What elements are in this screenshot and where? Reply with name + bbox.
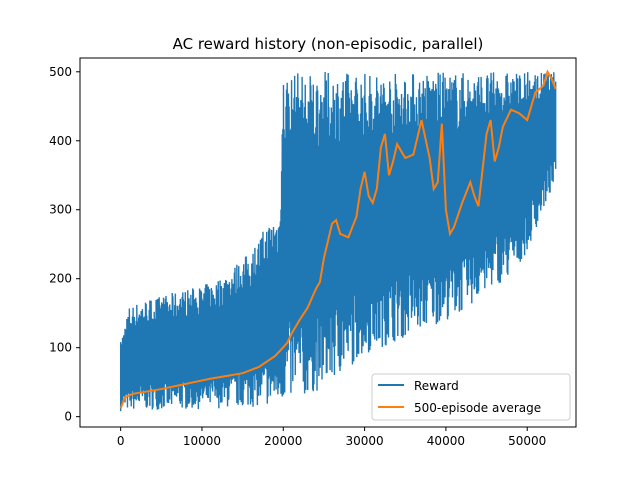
chart-title: AC reward history (non-episodic, paralle… — [173, 35, 484, 53]
x-tick-label: 50000 — [508, 434, 546, 448]
x-tick-label: 0 — [117, 434, 125, 448]
x-axis: 0 10000 20000 30000 40000 50000 — [117, 427, 546, 448]
y-tick-label: 400 — [49, 134, 72, 148]
legend: Reward 500-episode average — [371, 373, 571, 421]
y-tick-label: 100 — [49, 341, 72, 355]
x-tick-label: 10000 — [183, 434, 221, 448]
y-tick-label: 0 — [64, 410, 72, 424]
y-axis: 0 100 200 300 400 500 — [49, 65, 80, 424]
average-series-line — [119, 69, 557, 409]
y-tick-label: 500 — [49, 65, 72, 79]
legend-average-label: 500-episode average — [414, 401, 541, 415]
legend-frame — [371, 373, 571, 421]
y-tick-label: 200 — [49, 272, 72, 286]
legend-reward-label: Reward — [414, 379, 459, 393]
plot-area — [119, 69, 557, 412]
x-tick-label: 30000 — [345, 434, 383, 448]
plot-frame — [79, 57, 577, 428]
y-tick-label: 300 — [49, 203, 72, 217]
x-tick-label: 20000 — [264, 434, 302, 448]
x-tick-label: 40000 — [427, 434, 465, 448]
